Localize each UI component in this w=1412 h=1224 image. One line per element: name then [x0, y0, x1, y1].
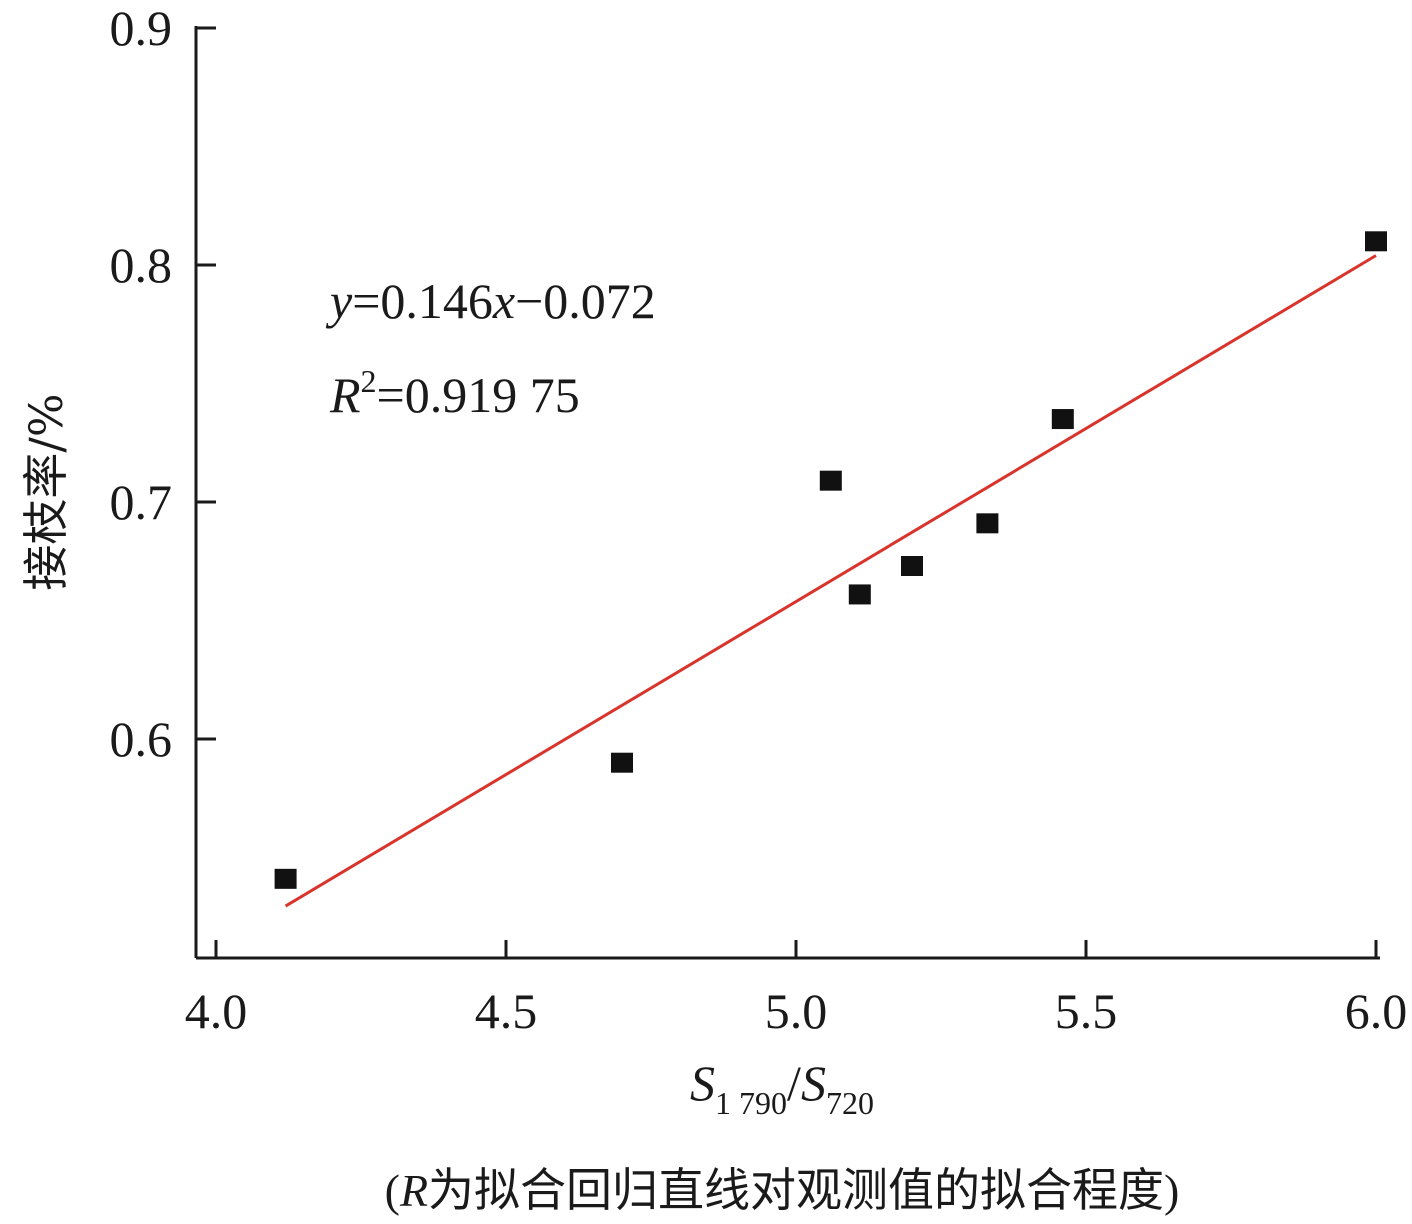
fit-line — [284, 254, 1377, 908]
x-tick-label-1: 4.5 — [475, 983, 538, 1039]
caption-text: 为拟合回归直线对观测值的拟合程度) — [428, 1165, 1179, 1216]
y-tick-label-2: 0.8 — [110, 237, 173, 293]
r-value: =0.919 75 — [377, 367, 580, 423]
data-point-2 — [819, 470, 842, 491]
x-tick-label-4: 6.0 — [1345, 983, 1408, 1039]
figure-caption: (R为拟合回归直线对观测值的拟合程度) — [385, 1165, 1180, 1216]
eq-coef: =0.146 — [352, 273, 493, 329]
eq-intercept: −0.072 — [515, 273, 656, 329]
data-point-6 — [1051, 409, 1074, 430]
y-tick-label-1: 0.7 — [110, 474, 173, 530]
caption-open: ( — [385, 1165, 400, 1216]
eq-y-var: y — [325, 273, 353, 329]
x-ticks: 4.0 4.5 5.0 5.5 6.0 — [185, 940, 1408, 1039]
x-axis-title: S1 790/S720 — [690, 1055, 874, 1121]
r-sup: 2 — [361, 363, 377, 399]
y-tick-label-0: 0.6 — [110, 711, 173, 767]
regression-equation: y=0.146x−0.072 — [325, 273, 656, 329]
data-point-4 — [901, 555, 923, 576]
data-point-3 — [848, 584, 871, 605]
data-point-1 — [611, 752, 633, 773]
y-tick-label-3: 0.9 — [110, 0, 173, 56]
y-ticks: 0.6 0.7 0.8 0.9 — [110, 0, 216, 767]
x-tick-label-2: 5.0 — [765, 983, 828, 1039]
eq-x-var: x — [492, 273, 515, 329]
xlabel-sub1: 1 790 — [715, 1085, 787, 1121]
xlabel-slash: / — [787, 1055, 801, 1111]
r-var: R — [329, 367, 361, 423]
data-point-7 — [1365, 231, 1387, 252]
data-points — [274, 231, 1387, 889]
caption-r: R — [399, 1165, 428, 1216]
x-tick-label-3: 5.5 — [1055, 983, 1118, 1039]
xlabel-s2: S — [801, 1055, 826, 1111]
y-axis-title: 接枝率/% — [19, 393, 73, 590]
data-point-5 — [976, 513, 999, 534]
xlabel-sub2: 720 — [826, 1085, 874, 1121]
x-tick-label-0: 4.0 — [185, 983, 248, 1039]
xlabel-s1: S — [690, 1055, 715, 1111]
data-point-0 — [274, 868, 297, 889]
r-squared: R2=0.919 75 — [329, 363, 580, 423]
